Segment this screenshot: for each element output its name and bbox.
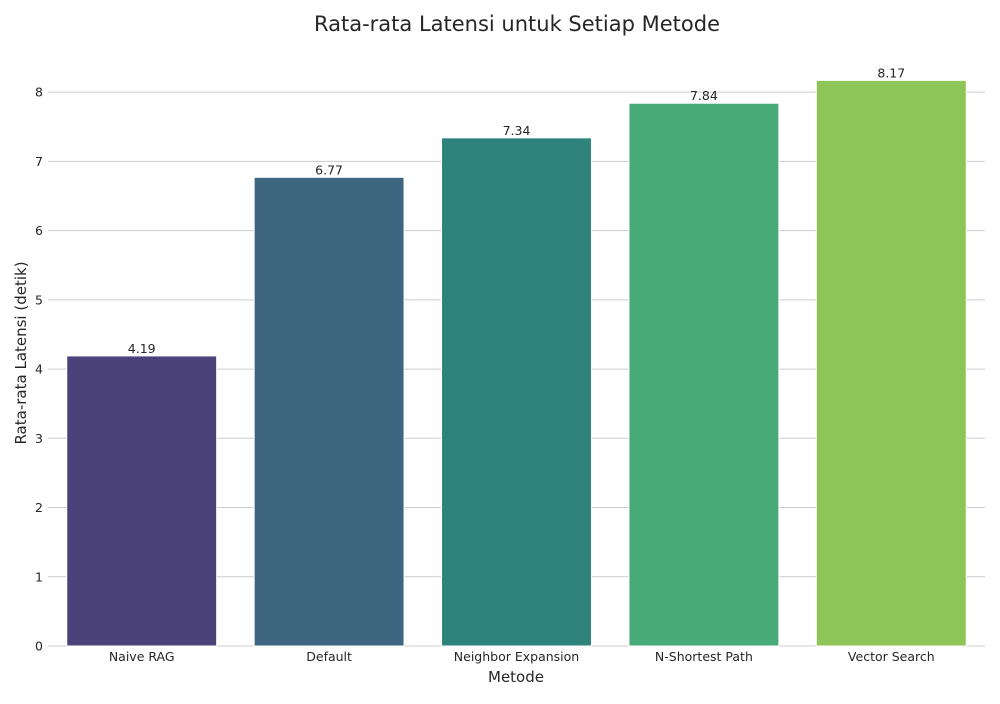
y-axis-label: Rata-rata Latensi (detik): [12, 261, 30, 444]
bar-2: [441, 137, 592, 647]
bar-value-label-4: 8.17: [877, 65, 905, 80]
y-tick-label-6: 6: [35, 223, 43, 238]
bars: [66, 79, 967, 647]
bar-value-label-1: 6.77: [315, 162, 343, 177]
y-tick-label-5: 5: [35, 292, 43, 307]
y-tick-label-7: 7: [35, 154, 43, 169]
bar-value-label-0: 4.19: [128, 341, 156, 356]
y-tick-label-0: 0: [35, 639, 43, 654]
x-tick-label-1: Default: [306, 649, 352, 664]
bar-value-labels: 4.19 6.77 7.34 7.84 8.17: [128, 65, 905, 356]
x-tick-labels: Naive RAG Default Neighbor Expansion N-Shor…: [109, 649, 935, 664]
x-axis-label: Metode: [488, 668, 544, 686]
y-tick-label-8: 8: [35, 85, 43, 100]
y-tick-label-2: 2: [35, 500, 43, 515]
x-tick-label-0: Naive RAG: [109, 649, 175, 664]
bar-value-label-2: 7.34: [503, 123, 531, 138]
bar-4: [815, 79, 967, 647]
x-tick-label-2: Neighbor Expansion: [454, 649, 579, 664]
bar-value-label-3: 7.84: [690, 88, 718, 103]
y-tick-labels: 0 1 2 3 4 5 6 7 8: [35, 85, 43, 654]
chart-title: Rata-rata Latensi untuk Setiap Metode: [314, 12, 720, 36]
bar-0: [66, 355, 218, 647]
x-tick-label-4: Vector Search: [848, 649, 935, 664]
y-tick-label-4: 4: [35, 362, 43, 377]
x-tick-label-3: N-Shortest Path: [655, 649, 753, 664]
y-tick-label-1: 1: [35, 569, 43, 584]
bar-1: [253, 176, 405, 647]
bar-3: [628, 102, 780, 647]
y-tick-label-3: 3: [35, 431, 43, 446]
